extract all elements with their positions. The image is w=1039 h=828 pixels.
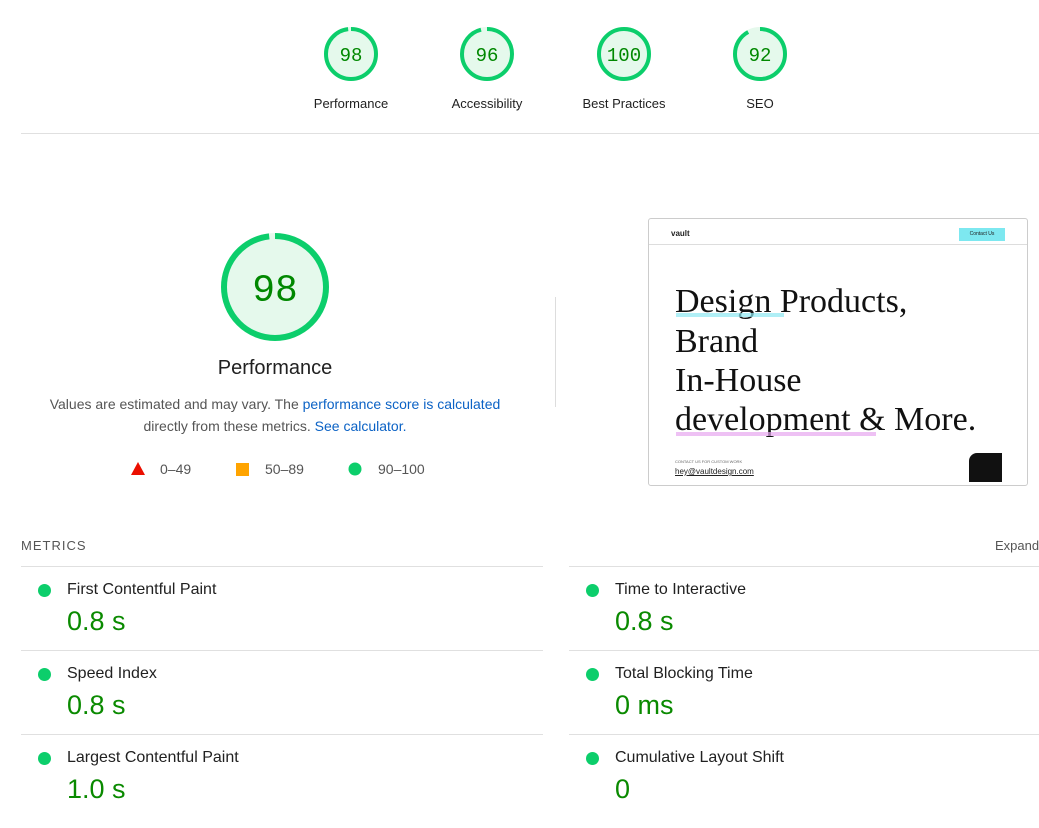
metric-divider xyxy=(569,650,1039,651)
legend-fail-icon xyxy=(131,462,145,475)
metric-status-dot xyxy=(586,584,599,597)
metric-value: 0.8 s xyxy=(67,606,126,636)
gauge-arc xyxy=(597,27,651,81)
score-gauge: 92 xyxy=(733,27,787,81)
description-link[interactable]: performance score is calculated xyxy=(302,396,501,412)
gauge-score: 96 xyxy=(476,45,499,67)
gauge-label: Best Practices xyxy=(582,96,666,111)
gauge-arc xyxy=(221,233,329,341)
preview-headline: development & More. xyxy=(675,401,977,438)
preview-contact-label: CONTACT US FOR CUSTOM WORK xyxy=(675,459,743,464)
metric-name: Time to Interactive xyxy=(615,581,747,598)
legend-label: 90–100 xyxy=(378,461,425,477)
metric-name: Total Blocking Time xyxy=(615,665,753,682)
metric-status-dot xyxy=(586,668,599,681)
metric-name: First Contentful Paint xyxy=(67,581,217,598)
gauge-score: 98 xyxy=(340,45,363,67)
gauge-score: 98 xyxy=(252,270,298,313)
description-text: Values are estimated and may vary. The xyxy=(49,396,303,412)
gauge-label: Accessibility xyxy=(451,96,523,111)
metric-divider xyxy=(21,734,543,735)
preview-arrow-button xyxy=(969,453,1002,482)
metric-status-dot xyxy=(38,752,51,765)
page-screenshot: vault Contact Us Design Products, Brand … xyxy=(648,218,1028,486)
gauge-arc xyxy=(324,27,378,81)
metric-value: 0 ms xyxy=(615,690,674,720)
preview-logo: vault xyxy=(671,229,690,238)
score-gauge: 98 xyxy=(221,233,329,341)
main-title: Performance xyxy=(217,357,333,379)
legend-pass-icon xyxy=(348,462,362,476)
metric-divider xyxy=(21,650,543,651)
legend-label: 0–49 xyxy=(160,461,192,477)
metric-divider xyxy=(21,566,543,567)
legend xyxy=(131,462,362,476)
gauge-label: Performance xyxy=(313,96,389,111)
gauge-score: 100 xyxy=(607,45,641,67)
calculator-link[interactable]: See calculator. xyxy=(314,418,407,434)
metric-value: 0.8 s xyxy=(67,690,126,720)
metric-name: Speed Index xyxy=(67,665,157,682)
metric-value: 0 xyxy=(615,774,631,804)
legend-label: 50–89 xyxy=(265,461,304,477)
gauge-score: 92 xyxy=(749,45,772,67)
description-text: directly from these metrics. xyxy=(143,418,315,434)
score-gauge: 100 xyxy=(597,27,651,81)
metric-status-dot xyxy=(38,668,51,681)
legend-average-icon xyxy=(236,463,249,476)
metric-status-dot xyxy=(586,752,599,765)
score-description: Values are estimated and may vary. The p… xyxy=(40,393,510,437)
preview-email: hey@vaultdesign.com xyxy=(675,467,754,476)
score-gauge: 96 xyxy=(460,27,514,81)
preview-headline: Brand xyxy=(675,323,759,360)
divider xyxy=(21,133,1039,134)
vertical-divider xyxy=(555,297,556,407)
metric-divider xyxy=(569,566,1039,567)
metric-value: 1.0 s xyxy=(67,774,126,804)
preview-divider xyxy=(649,244,1027,245)
metric-name: Cumulative Layout Shift xyxy=(615,749,784,766)
gauge-arc xyxy=(733,27,787,81)
preview-highlight xyxy=(676,432,876,436)
score-gauge: 98 xyxy=(324,27,378,81)
gauge-label: SEO xyxy=(746,96,774,111)
metric-status-dot xyxy=(38,584,51,597)
metric-value: 0.8 s xyxy=(615,606,674,636)
preview-headline: In-House xyxy=(675,362,802,399)
preview-button: Contact Us xyxy=(959,228,1005,241)
preview-highlight xyxy=(676,313,784,317)
expand-toggle[interactable]: Expand view xyxy=(995,538,1039,553)
metrics-heading: METRICS xyxy=(21,538,87,553)
gauge-arc xyxy=(460,27,514,81)
metric-divider xyxy=(569,734,1039,735)
metric-name: Largest Contentful Paint xyxy=(67,749,239,766)
